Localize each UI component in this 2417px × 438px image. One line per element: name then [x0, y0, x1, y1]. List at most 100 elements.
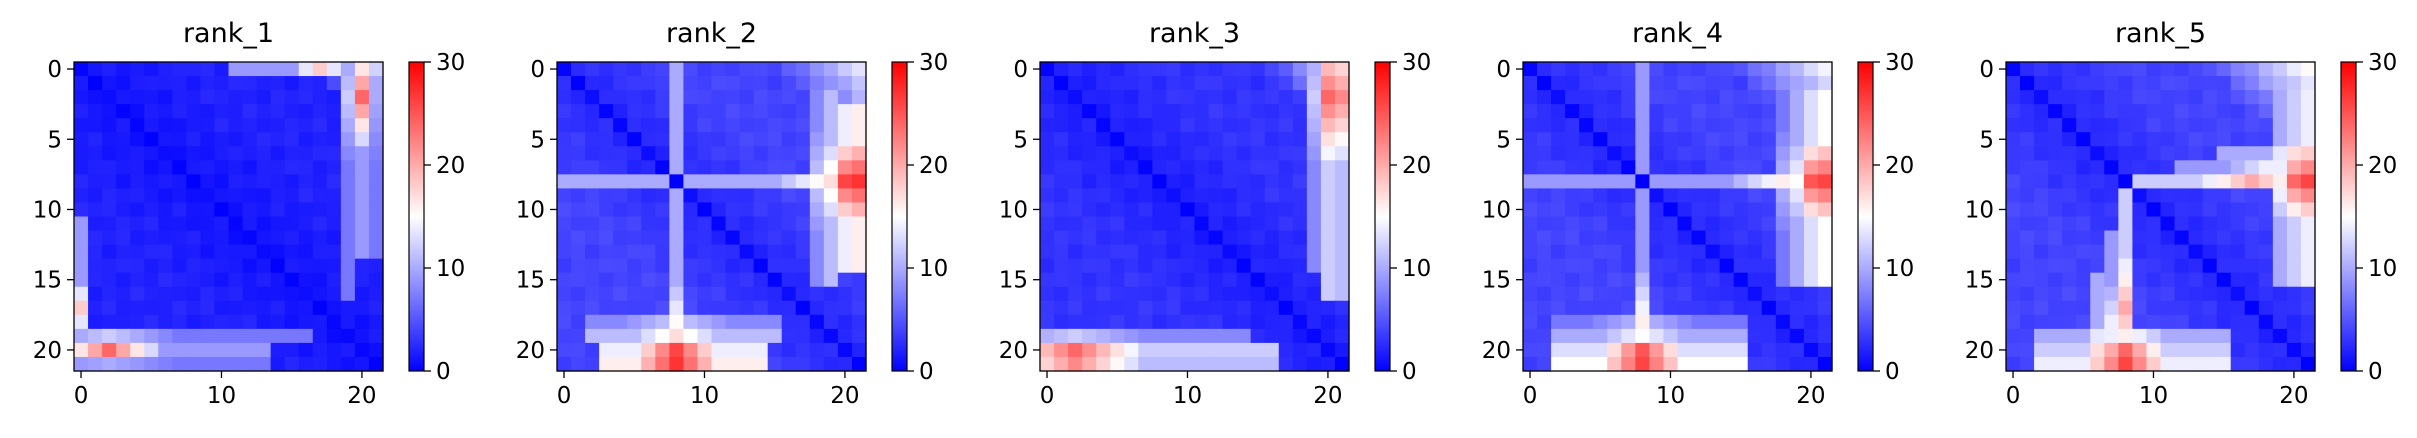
heatmap-cell [1705, 188, 1721, 204]
heatmap-cell [683, 230, 699, 246]
heatmap-cell [557, 104, 572, 119]
heatmap-cell [2188, 272, 2204, 288]
heatmap-cell [823, 160, 839, 175]
heatmap-cell [1719, 356, 1735, 372]
heatmap-cell [2132, 188, 2148, 204]
heatmap-cell [2258, 314, 2274, 330]
heatmap-cell [2188, 314, 2204, 330]
heatmap-cell [571, 202, 586, 218]
heatmap-cell [1194, 314, 1210, 330]
heatmap-cell [284, 104, 300, 119]
y-tick-label: 15 [999, 268, 1028, 294]
heatmap-cell [2258, 132, 2274, 147]
heatmap-cell [130, 202, 145, 218]
heatmap-cell [2202, 286, 2218, 302]
heatmap-cell [1068, 244, 1083, 260]
heatmap-cell [571, 300, 586, 316]
heatmap-cell [284, 118, 300, 133]
heatmap-cell [1264, 132, 1280, 147]
heatmap-cell [2062, 328, 2077, 344]
heatmap-cell [2048, 90, 2063, 105]
heatmap-cell [2034, 258, 2049, 274]
heatmap-cell [312, 300, 328, 316]
heatmap-cell [571, 90, 586, 105]
heatmap-cell [641, 202, 656, 218]
heatmap-cell [172, 286, 187, 302]
heatmap-cell [655, 230, 670, 246]
heatmap-cell [144, 118, 159, 133]
heatmap-cell [242, 328, 258, 344]
heatmap-cell [1551, 356, 1566, 372]
heatmap-cell [284, 160, 300, 175]
heatmap-cell [158, 314, 173, 330]
heatmap-cell [116, 174, 131, 190]
heatmap-cell [1138, 356, 1153, 372]
heatmap-cell [158, 286, 173, 302]
heatmap-cell [669, 230, 685, 246]
heatmap-cell [725, 216, 741, 232]
heatmap-cell [2244, 132, 2260, 147]
heatmap-cell [767, 146, 783, 161]
heatmap-cell [585, 62, 600, 77]
heatmap-cell [2300, 202, 2316, 218]
heatmap-cell [725, 286, 741, 302]
heatmap-cell [655, 62, 670, 77]
heatmap-cell [1719, 216, 1735, 232]
heatmap-cell [599, 300, 614, 316]
heatmap-cell [1621, 272, 1636, 288]
heatmap-cell [627, 328, 642, 344]
heatmap-cell [1733, 146, 1749, 161]
heatmap-cell [116, 188, 131, 204]
heatmap-cell [1208, 356, 1224, 372]
heatmap-cell [669, 118, 685, 133]
heatmap-cell [2048, 342, 2063, 358]
heatmap-cell [851, 118, 867, 133]
heatmap-cell [2174, 104, 2190, 119]
heatmap-cell [130, 90, 145, 105]
heatmap-cell [130, 104, 145, 119]
heatmap-cell [256, 272, 272, 288]
heatmap-cell [1789, 328, 1805, 344]
heatmap-cell [1082, 76, 1097, 91]
heatmap-cell [2244, 230, 2260, 246]
heatmap-cell [116, 76, 131, 91]
heatmap-cell [1635, 216, 1651, 232]
heatmap-cell [1138, 216, 1153, 232]
heatmap-cell [284, 146, 300, 161]
heatmap-cell [1565, 62, 1580, 77]
heatmap-cell [116, 132, 131, 147]
heatmap-cell [200, 314, 216, 330]
heatmap-cell [1124, 342, 1139, 358]
heatmap-cell [1292, 328, 1308, 344]
heatmap-cell [2048, 230, 2063, 246]
heatmap-cell [242, 104, 258, 119]
heatmap-cell [1166, 90, 1182, 105]
heatmap-cell [1733, 118, 1749, 133]
heatmap-cell [1621, 118, 1636, 133]
colorbar-tick-label: 10 [1402, 256, 1431, 282]
heatmap-cell [1320, 230, 1336, 246]
heatmap-cell [2258, 118, 2274, 133]
heatmap-cell [739, 244, 755, 260]
heatmap-cell [1551, 62, 1566, 77]
heatmap-cell [711, 174, 727, 190]
heatmap-cell [585, 104, 600, 119]
heatmap-cell [739, 62, 755, 77]
heatmap-cell [781, 62, 797, 77]
heatmap-cell [627, 300, 642, 316]
heatmap-cell [1817, 90, 1833, 105]
heatmap-cell [2118, 342, 2134, 358]
heatmap-cell [1250, 146, 1266, 161]
heatmap-cell [1817, 314, 1833, 330]
heatmap-cell [2244, 258, 2260, 274]
colorbar-tick-label: 0 [919, 359, 934, 385]
heatmap-cell [2272, 132, 2288, 147]
heatmap-cell [2188, 160, 2204, 175]
heatmap-cell [214, 244, 230, 260]
heatmap-cell [627, 174, 642, 190]
heatmap-cell [2020, 230, 2035, 246]
heatmap-cell [1747, 146, 1763, 161]
heatmap-cell [795, 328, 811, 344]
heatmap-cell [2258, 272, 2274, 288]
heatmap-cell [1635, 258, 1651, 274]
